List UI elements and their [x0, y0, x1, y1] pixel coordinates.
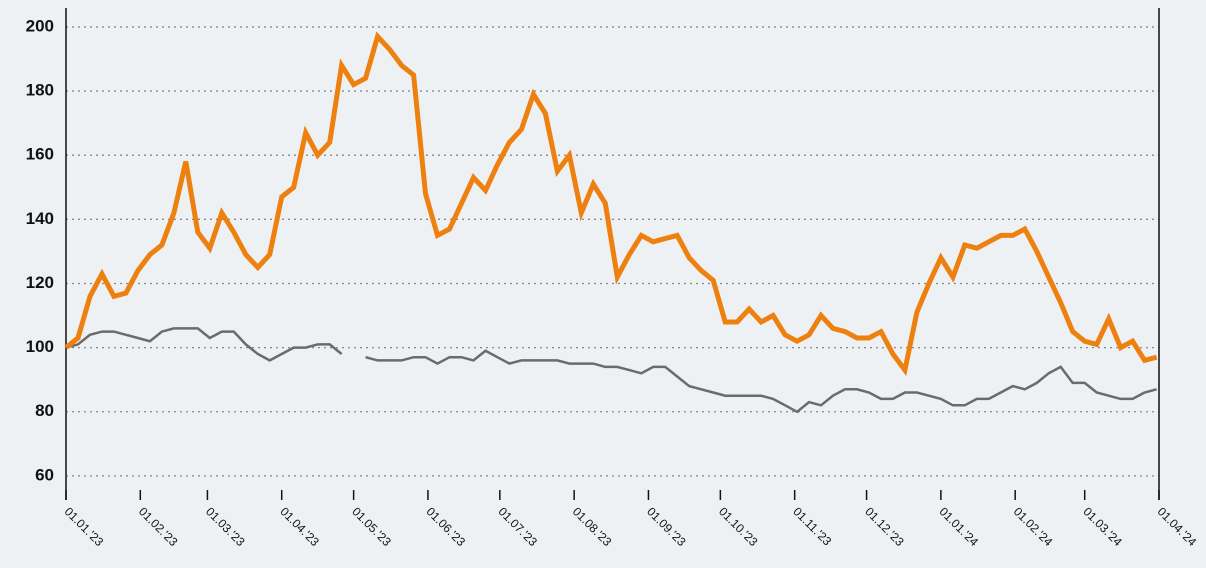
- x-tick-label: 01.06.'23: [424, 504, 469, 549]
- x-tick-label: 01.02.'23: [136, 504, 181, 549]
- x-tick-label: 01.02.'24: [1011, 504, 1056, 549]
- y-tick-label: 160: [26, 145, 54, 164]
- x-tick-label: 01.04.'23: [277, 504, 322, 549]
- x-tick-label: 01.03.'23: [203, 504, 248, 549]
- y-tick-label: 120: [26, 273, 54, 292]
- y-tick-label: 140: [26, 209, 54, 228]
- x-tick-label: 01.07.'23: [495, 504, 540, 549]
- y-tick-label: 60: [35, 465, 54, 484]
- y-tick-label: 100: [26, 337, 54, 356]
- y-tick-label: 80: [35, 401, 54, 420]
- x-tick-label: 01.12.'23: [862, 504, 907, 549]
- x-tick-label: 01.01.'23: [62, 504, 107, 549]
- x-tick-label: 01.11.'23: [790, 504, 834, 548]
- y-tick-label: 180: [26, 81, 54, 100]
- x-tick-label: 01.03.'24: [1080, 504, 1125, 549]
- x-tick-label: 01.01.'24: [937, 504, 982, 549]
- x-tick-label: 01.04.'24: [1155, 504, 1200, 549]
- y-tick-label: 200: [26, 16, 54, 35]
- x-tick-label: 01.10.'23: [716, 504, 761, 549]
- series-line: [65, 327, 1157, 414]
- x-tick-label: 01.08.'23: [570, 504, 615, 549]
- x-tick-label: 01.09.'23: [644, 504, 689, 549]
- x-tick-label: 01.05.'23: [349, 504, 394, 549]
- series-line: [64, 31, 1158, 377]
